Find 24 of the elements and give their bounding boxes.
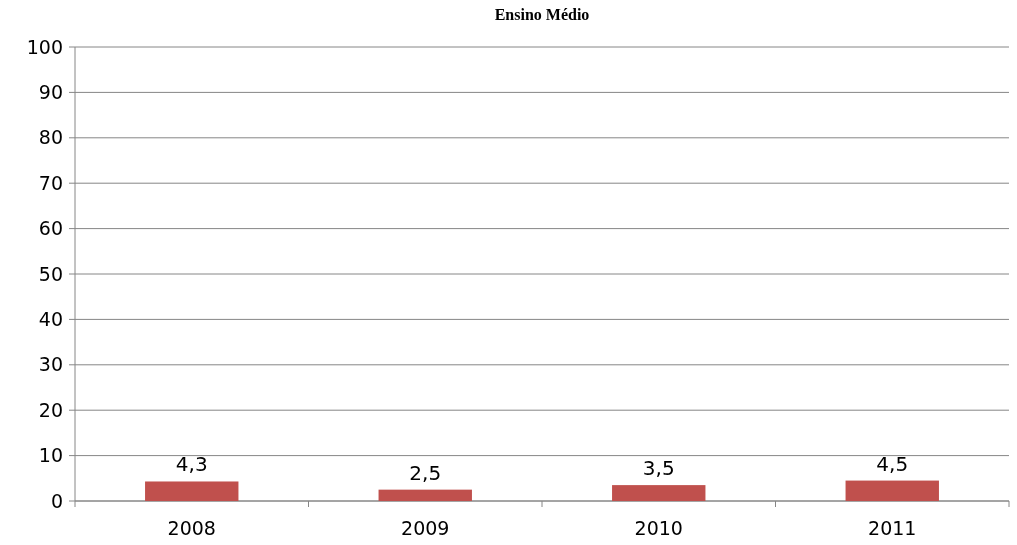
chart-title: Ensino Médio [494,6,590,23]
x-tick-label: 2010 [634,517,683,539]
y-tick-label: 40 [38,308,63,331]
data-label: 3,5 [642,456,675,481]
y-tick-label: 30 [38,353,63,376]
data-label: 4,3 [175,452,208,477]
y-tick-label: 50 [38,262,63,285]
y-tick-label: 70 [38,171,63,194]
bar [145,481,239,501]
x-tick-label: 2008 [167,517,216,539]
y-tick-label: 90 [38,81,63,104]
bar [612,485,706,501]
y-tick-label: 10 [38,444,63,467]
bar [845,480,939,501]
y-tick-label: 20 [38,398,63,421]
x-tick-label: 2011 [868,517,917,539]
y-tick-label: 80 [38,126,63,149]
bar [378,489,472,501]
y-tick-label: 0 [50,489,63,512]
y-tick-label: 60 [38,217,63,240]
y-tick-label: 100 [26,35,63,58]
data-label: 4,5 [876,451,909,476]
data-label: 2,5 [409,460,442,485]
x-tick-label: 2009 [401,517,450,539]
